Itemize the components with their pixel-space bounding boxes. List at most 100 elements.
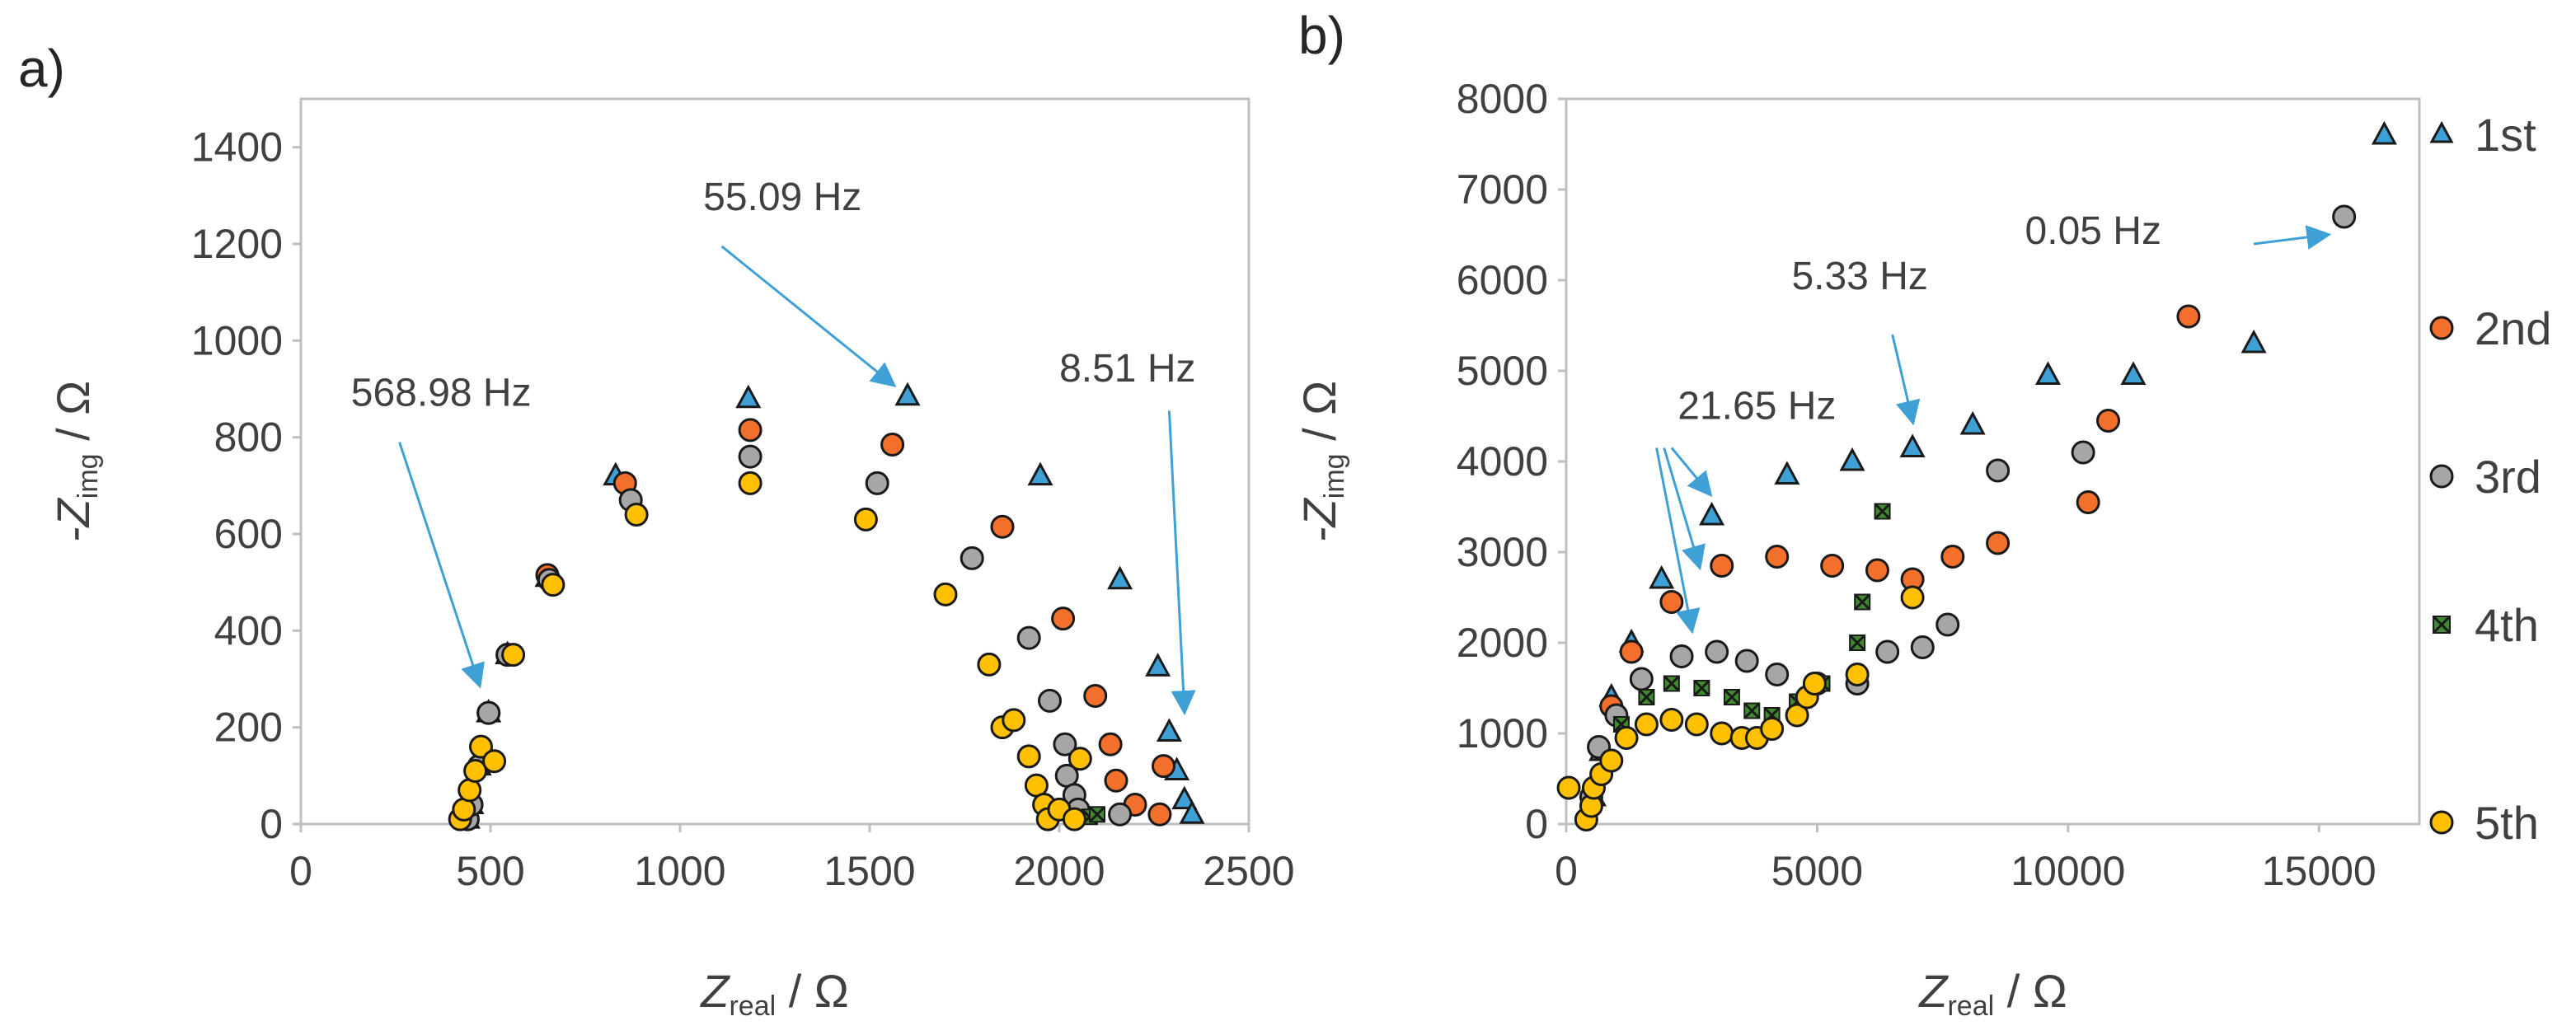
data-point-2nd (2176, 304, 2201, 329)
panel-a-x-tick-label: 2500 (1203, 848, 1294, 894)
data-point-2nd (1083, 684, 1108, 709)
data-point-1st (1145, 653, 1171, 677)
data-point-5th (501, 643, 526, 667)
data-point-1st (1839, 447, 1865, 471)
data-point-5th (1067, 747, 1092, 771)
annotation-label: 8.51 Hz (1059, 347, 1195, 391)
panel-a-x-axis-title: Zreal / Ω (699, 965, 848, 1022)
data-point-3rd (1053, 732, 1077, 756)
panel-b-x-tick-label: 10000 (2011, 848, 2125, 894)
data-point-2nd (1051, 606, 1076, 631)
data-point-4th (1849, 634, 1866, 652)
panel-b-y-tick-label: 1000 (1457, 710, 1548, 756)
data-point-4th (1088, 806, 1106, 823)
data-point-4th (1723, 688, 1740, 706)
data-point-4th (1874, 503, 1891, 520)
data-point-5th (463, 758, 488, 783)
panel-a-plot-frame (299, 97, 1250, 826)
panel-b-y-tick-label: 8000 (1457, 76, 1548, 122)
data-point-2nd (1619, 639, 1644, 664)
data-point-5th (1614, 726, 1639, 750)
panel-a-y-tick-label: 200 (214, 705, 283, 751)
legend-item-5th: 5th (2429, 797, 2539, 849)
panel-a-ticks: 0 500 1000 1500 2000 2500 0 200 400 600 800 1000 120… (191, 124, 1295, 894)
data-point-4th (1693, 679, 1710, 697)
data-point-3rd (2332, 204, 2357, 229)
data-point-2nd (1765, 545, 1790, 569)
legend-marker-1st (2429, 120, 2454, 143)
legend-item-4th: 4th (2432, 599, 2539, 651)
data-point-2nd (738, 418, 762, 443)
annotation-arrow (398, 442, 485, 689)
panel-b-y-tick-label: 2000 (1457, 620, 1548, 666)
data-point-5th (1785, 703, 1809, 728)
data-point-5th (1760, 717, 1785, 741)
annotation-arrow (2253, 225, 2332, 250)
data-point-2nd (1986, 531, 2011, 555)
data-point-5th (1016, 744, 1041, 769)
annotation-arrow (1663, 447, 1706, 571)
legend-item-3rd: 3rd (2429, 451, 2541, 503)
panel-a-y-tick-label: 1000 (191, 317, 283, 363)
panel-b-x-tick-label: 0 (1555, 848, 1578, 894)
data-point-2nd (880, 432, 905, 457)
data-point-1st (894, 382, 921, 406)
data-point-3rd (865, 471, 889, 495)
data-point-3rd (1986, 458, 2011, 483)
data-point-2nd (1940, 545, 1965, 569)
panel-a-x-tick-label: 1500 (823, 848, 915, 894)
data-point-3rd (1910, 635, 1935, 659)
data-point-4th-cross (1638, 688, 1655, 706)
data-point-3rd (960, 546, 984, 570)
data-point-5th (469, 734, 493, 759)
panel-b-x-axis-title: Zreal / Ω (1917, 965, 2067, 1022)
data-point-4th-cross (1874, 503, 1891, 520)
data-point-3rd (476, 700, 501, 725)
data-point-4th-cross (1849, 634, 1866, 652)
panel-b-annotations: 0.05 Hz 5.33 Hz 21.65 Hz (1655, 209, 2332, 635)
panel-a-annotations: 568.98 Hz 55.09 Hz 8.51 Hz (351, 176, 1196, 716)
panel-a-x-tick-label: 2000 (1013, 848, 1105, 894)
panel-b-x-tick-label: 5000 (1771, 848, 1863, 894)
annotation-label: 55.09 Hz (703, 176, 861, 219)
data-point-3rd (1669, 644, 1694, 668)
data-point-2nd (990, 514, 1015, 539)
legend-label-5th: 5th (2475, 797, 2539, 849)
data-point-5th (977, 652, 1002, 677)
data-point-2nd (2076, 490, 2100, 514)
data-point-1st (2371, 120, 2397, 145)
panel-b-points (1556, 120, 2397, 831)
data-point-3rd (1734, 649, 1759, 673)
data-point-3rd (1108, 802, 1133, 827)
data-point-5th (452, 797, 476, 822)
data-point-1st (1899, 433, 1926, 457)
data-point-2nd (1147, 802, 1172, 827)
data-point-4th-cross (1693, 679, 1710, 697)
legend-marker-2nd (2429, 316, 2454, 340)
data-point-3rd (1765, 663, 1790, 686)
data-point-3rd (1038, 688, 1062, 713)
panel-b-y-tick-label: 6000 (1457, 257, 1548, 303)
data-point-4th-cross (1723, 688, 1740, 706)
panel-b-y-tick-label: 0 (1525, 801, 1548, 847)
legend-marker-5th (2429, 810, 2454, 835)
data-point-5th (1900, 585, 1925, 610)
data-point-1st (1699, 501, 1725, 526)
data-point-1st (2034, 361, 2061, 385)
panel-a-points (448, 382, 1205, 831)
annotation-arrow (720, 245, 897, 387)
data-point-4th (1743, 702, 1761, 719)
panel-a-y-tick-label: 600 (214, 511, 283, 557)
data-point-5th (457, 778, 482, 803)
panel-b-y-axis-title: -Zimg / Ω (1293, 381, 1350, 542)
annotation-arrow (1891, 334, 1921, 426)
data-point-5th (541, 573, 565, 597)
data-point-1st (1107, 565, 1133, 590)
annotation-arrow (1655, 447, 1701, 635)
data-point-5th (624, 503, 649, 527)
annotation-label: 5.33 Hz (1791, 255, 1927, 298)
legend-label-2nd: 2nd (2475, 302, 2551, 354)
data-point-5th (1684, 712, 1709, 737)
panel-a-x-tick-label: 1000 (634, 848, 725, 894)
